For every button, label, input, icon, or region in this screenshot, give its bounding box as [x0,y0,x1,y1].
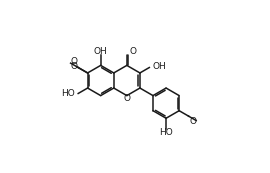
Text: O: O [70,62,77,71]
Text: O: O [70,57,77,66]
Text: HO: HO [61,89,75,98]
Text: O: O [189,117,196,126]
Text: OH: OH [153,62,166,71]
Text: HO: HO [159,128,173,137]
Text: O: O [129,47,136,56]
Text: OH: OH [94,47,107,56]
Text: O: O [124,94,131,103]
